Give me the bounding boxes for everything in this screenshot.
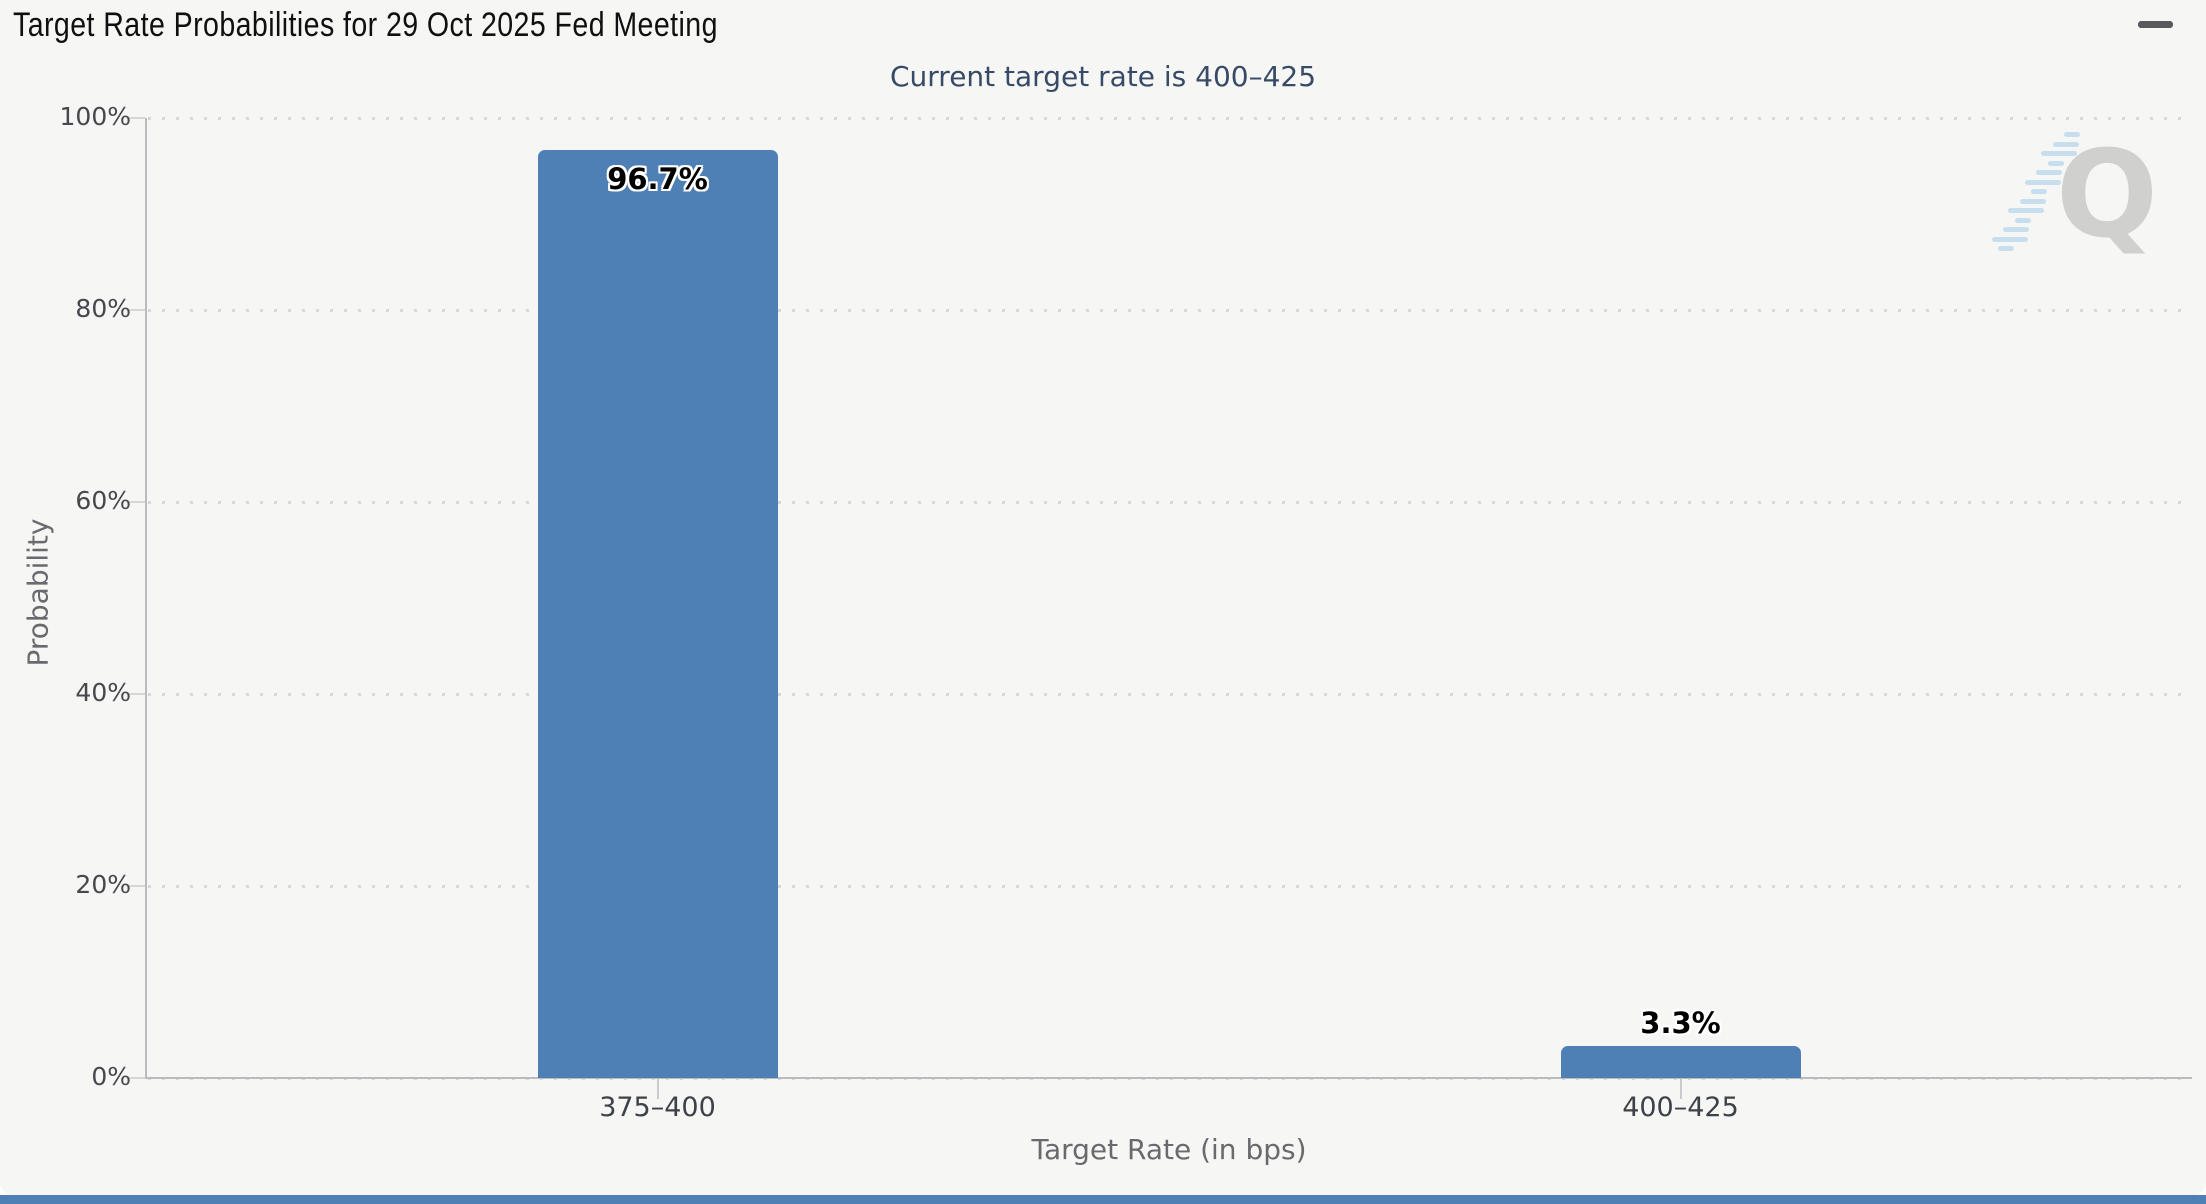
speed-line <box>1998 246 2014 251</box>
bar-400–425[interactable] <box>1560 1046 1801 1078</box>
chart-subtitle: Current target rate is 400–425 <box>889 60 1317 93</box>
y-tick-mark <box>127 693 145 695</box>
y-tick-mark <box>127 117 145 119</box>
q-logo-icon: Q <box>2055 126 2158 265</box>
bar-value-label: 96.7% <box>607 161 708 196</box>
y-tick-mark <box>127 501 145 503</box>
gridline-60% <box>148 501 2192 504</box>
y-tick-mark <box>127 885 145 887</box>
bar-value-label: 3.3% <box>1640 1006 1721 1041</box>
x-tick-mark <box>656 1079 659 1099</box>
bar-375–400[interactable] <box>537 149 778 1078</box>
y-tick-mark <box>127 1077 145 1079</box>
y-tick-label: 60% <box>75 486 131 515</box>
y-axis-line <box>145 118 147 1078</box>
speed-line <box>2003 227 2029 232</box>
speed-line <box>2052 141 2079 147</box>
x-axis-line <box>145 1077 2192 1079</box>
quikstrike-watermark: Q <box>1988 132 2158 280</box>
x-category-label: 375–400 <box>599 1092 716 1123</box>
speed-line <box>2014 217 2031 223</box>
chart-title: Target Rate Probabilities for 29 Oct 202… <box>13 6 718 44</box>
speed-line <box>1991 236 2028 242</box>
speed-line <box>2031 189 2047 194</box>
speed-line <box>2047 160 2064 166</box>
speed-line <box>2036 170 2062 175</box>
speed-line <box>2008 208 2044 213</box>
gridline-100% <box>148 117 2192 120</box>
y-tick-label: 80% <box>75 294 131 323</box>
y-axis-title: Probability <box>21 518 55 667</box>
speed-line <box>2064 132 2080 137</box>
x-tick-mark <box>1679 1079 1682 1099</box>
y-tick-label: 40% <box>75 678 131 707</box>
chart-context-menu-button[interactable] <box>2138 21 2173 49</box>
gridline-20% <box>148 885 2192 888</box>
gridline-80% <box>148 309 2192 312</box>
gridline-40% <box>148 693 2192 696</box>
y-tick-label: 0% <box>91 1062 131 1091</box>
y-tick-mark <box>127 309 145 311</box>
y-tick-label: 20% <box>75 870 131 899</box>
speed-line <box>2041 151 2077 156</box>
x-axis-title: Target Rate (in bps) <box>1031 1133 1307 1166</box>
speed-line <box>2024 179 2061 185</box>
bottom-accent-bar <box>0 1195 2206 1204</box>
y-tick-label: 100% <box>59 102 131 131</box>
speed-line <box>2019 198 2046 204</box>
x-category-label: 400–425 <box>1622 1092 1739 1123</box>
